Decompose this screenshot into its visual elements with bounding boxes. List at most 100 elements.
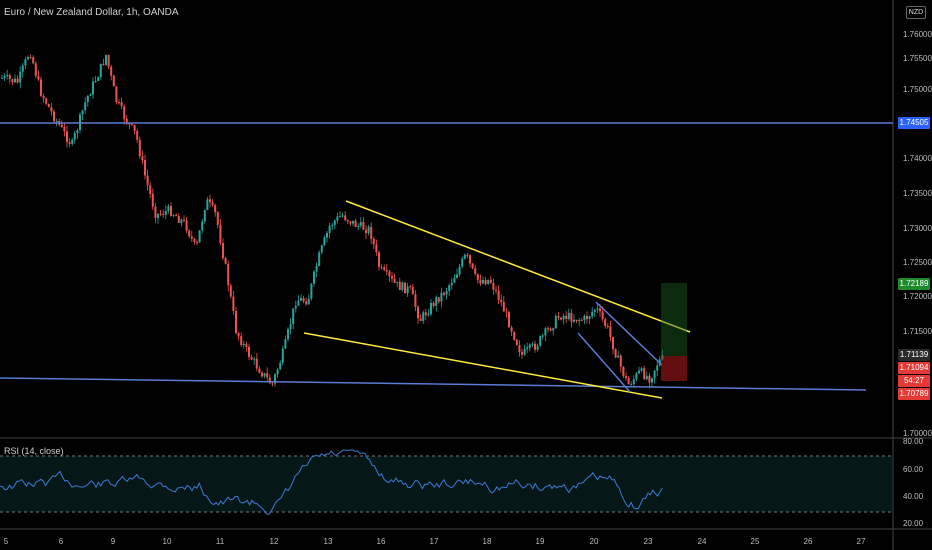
candle-body [235,310,237,333]
candle-body [255,358,258,369]
candle-body [331,224,334,226]
candle-body [120,102,123,107]
candle-body [630,384,633,386]
candle-body [573,319,575,322]
candle-body [458,266,461,275]
candle-body [391,276,393,279]
candle-body [99,63,102,78]
candle-body [47,103,50,108]
rsi-line [0,449,663,515]
date-label-24: 24 [697,537,707,546]
candle-body [341,215,344,217]
candle-body [367,226,370,234]
candle-body [53,111,55,122]
candle-body [274,374,276,384]
candle-body [81,110,84,115]
candle-body [27,57,29,60]
currency-badge[interactable]: NZD [906,6,926,19]
channel-lower-line[interactable] [577,332,631,393]
candle-body [3,76,6,78]
candle-body [118,102,120,104]
rsi-title[interactable]: RSI (14, close) [4,446,64,456]
date-label-17: 17 [429,537,439,546]
candle-body [380,266,383,268]
candle-body [393,278,396,283]
stop-zone[interactable] [661,356,687,381]
wedge-lower-line[interactable] [303,332,663,399]
candle-body [19,71,22,83]
candle-body [193,238,196,242]
candle-body [560,317,562,320]
candle-body [237,332,240,337]
candle-body [635,373,638,380]
candle-body [209,199,211,203]
candle-body [487,279,490,285]
candle-body [601,311,604,320]
date-label-16: 16 [376,537,386,546]
candle-body [63,127,66,132]
candle-body [505,311,508,313]
candle-body [528,344,531,348]
candle-body [349,221,352,224]
candle-body [591,311,594,317]
candle-body [248,346,250,357]
candle-body [86,95,89,103]
candle-body [8,75,11,80]
target-zone[interactable] [661,283,687,356]
candle-body [149,185,152,194]
candle-body [201,221,204,231]
candle-body [453,277,456,283]
candle-body [541,335,544,337]
support-trendline[interactable] [0,377,867,391]
candle-body [253,358,256,360]
price-tag-stop: 1.70789 [898,388,930,400]
candle-body [177,216,180,223]
candle-body [333,220,336,225]
candle-body [632,379,635,385]
candle-body [619,355,622,367]
candle-body [430,303,432,315]
date-label-11: 11 [215,537,225,546]
candle-body [336,216,339,221]
candle-body [575,319,578,322]
candle-body [279,362,282,370]
candle-body [450,282,453,286]
candle-body [328,225,331,233]
candle-body [105,54,107,65]
date-label-27: 27 [856,537,866,546]
candle-body [131,123,133,125]
candle-body [612,336,614,350]
price-label-4: 1.74000 [903,154,932,163]
candle-body [92,81,94,95]
date-label-12: 12 [269,537,279,546]
candle-body [34,63,37,76]
candle-body [567,312,570,319]
price-tag-horizontal-line: 1.74505 [898,117,930,129]
candle-body [144,160,146,176]
candle-body [398,281,401,291]
candle-body [372,238,375,245]
candle-body [203,210,206,222]
candle-body [606,326,609,328]
channel-upper-line[interactable] [595,301,663,366]
candle-body [115,86,118,103]
candle-body [406,286,409,294]
candle-body [219,224,222,244]
candle-body [157,213,159,218]
candle-body [427,314,430,316]
candle-body [554,315,557,329]
candle-body [627,377,630,385]
candle-body [378,252,380,267]
candle-body [292,308,295,325]
wedge-upper-line[interactable] [345,200,691,333]
candle-body [216,212,219,225]
price-label-9: 1.71500 [903,327,932,336]
candle-body [622,366,625,377]
candle-body [521,351,523,355]
candle-body [307,298,310,305]
candle-body [474,268,477,274]
candle-body [323,237,326,246]
date-label-19: 19 [535,537,545,546]
